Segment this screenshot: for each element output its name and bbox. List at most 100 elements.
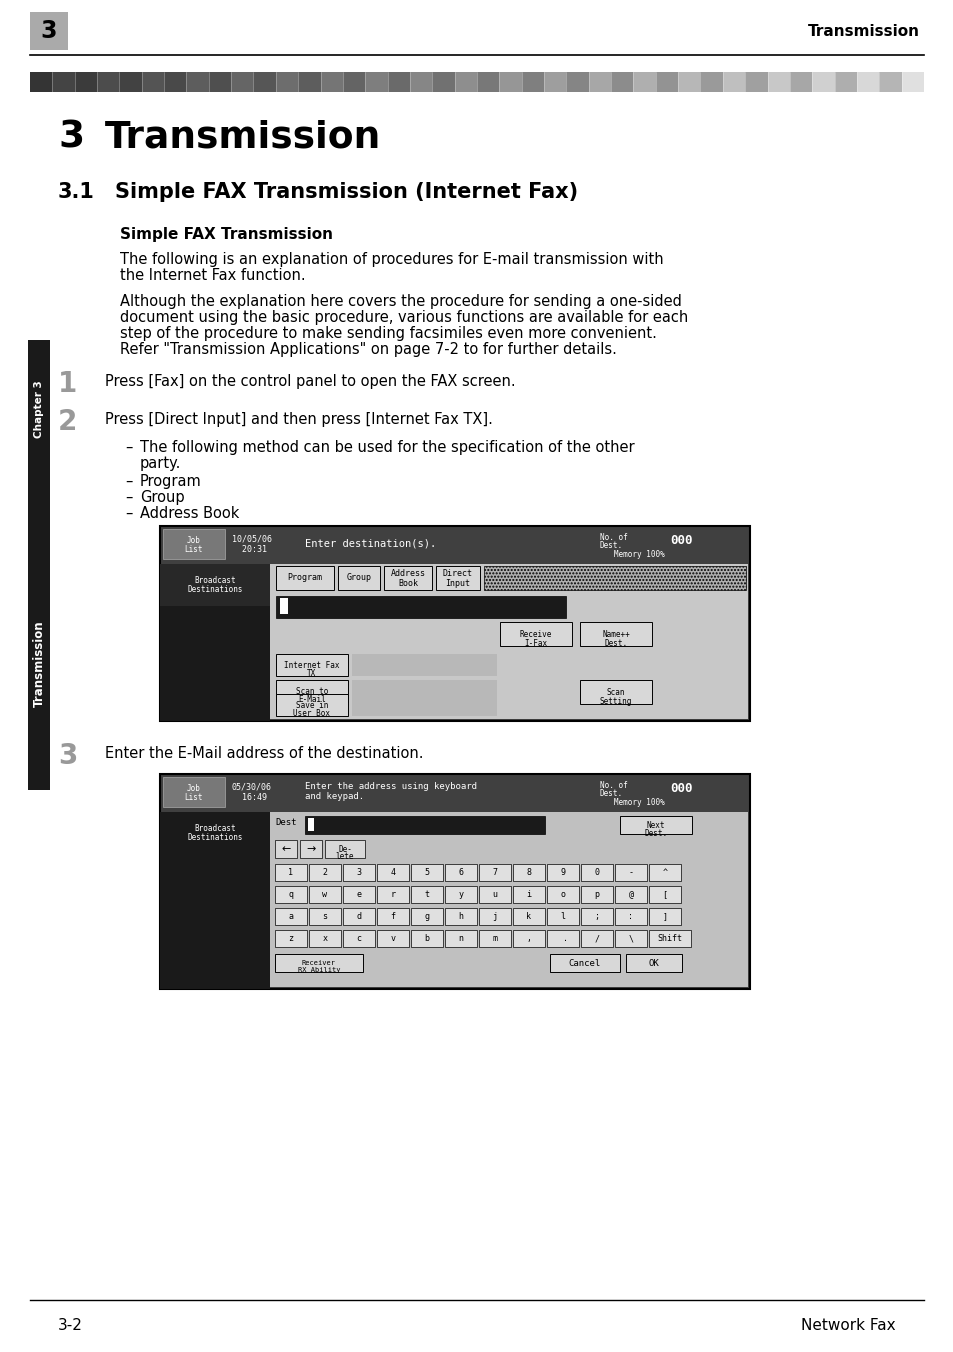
Text: 1: 1: [288, 868, 294, 877]
Bar: [789, 72, 811, 92]
Text: /: /: [594, 934, 598, 942]
Bar: [343, 864, 375, 882]
Bar: [478, 886, 511, 903]
Text: TX: TX: [307, 669, 316, 677]
Text: RX Ability: RX Ability: [297, 967, 340, 973]
Text: 9: 9: [560, 868, 565, 877]
Text: 4: 4: [390, 868, 395, 877]
Bar: [633, 72, 655, 92]
Bar: [274, 955, 363, 972]
Text: Program: Program: [140, 475, 201, 489]
Text: document using the basic procedure, various functions are available for each: document using the basic procedure, vari…: [120, 310, 687, 324]
Bar: [325, 840, 365, 859]
Text: ,: ,: [526, 934, 531, 942]
Text: [: [: [661, 890, 667, 899]
Bar: [387, 72, 410, 92]
Text: No. of: No. of: [599, 781, 627, 790]
Bar: [309, 864, 340, 882]
Text: m: m: [492, 934, 497, 942]
Text: Memory 100%: Memory 100%: [599, 798, 664, 807]
Text: k: k: [526, 913, 531, 921]
Text: Chapter 3: Chapter 3: [34, 380, 44, 438]
Text: lete: lete: [335, 852, 354, 861]
Text: ^: ^: [661, 868, 667, 877]
Bar: [274, 840, 296, 859]
Bar: [856, 72, 879, 92]
Text: Enter destination(s).: Enter destination(s).: [305, 538, 436, 548]
Text: Cancel: Cancel: [568, 959, 600, 968]
Text: ←: ←: [281, 844, 291, 854]
Bar: [580, 930, 613, 946]
Text: Dest.: Dest.: [599, 790, 622, 798]
Bar: [343, 886, 375, 903]
Text: Scan to: Scan to: [295, 687, 328, 696]
Bar: [483, 566, 745, 589]
Bar: [543, 72, 566, 92]
Bar: [275, 694, 348, 717]
Bar: [274, 930, 307, 946]
Text: b: b: [424, 934, 429, 942]
Bar: [478, 930, 511, 946]
Text: 20:31: 20:31: [232, 545, 267, 554]
Bar: [444, 909, 476, 925]
Bar: [97, 72, 119, 92]
Bar: [521, 72, 543, 92]
Text: User Box: User Box: [294, 708, 330, 718]
Text: Book: Book: [397, 579, 417, 588]
Text: Dest.: Dest.: [644, 829, 667, 838]
Text: –: –: [125, 475, 132, 489]
Text: Direct: Direct: [442, 568, 473, 577]
Text: -: -: [628, 868, 633, 877]
Bar: [275, 596, 565, 618]
Text: f: f: [390, 913, 395, 921]
Bar: [478, 909, 511, 925]
Text: h: h: [458, 913, 463, 921]
Text: Dest.: Dest.: [599, 541, 622, 550]
Bar: [648, 864, 680, 882]
Text: .: .: [558, 934, 567, 942]
Text: 0: 0: [594, 868, 598, 877]
Bar: [160, 606, 270, 721]
Text: 2: 2: [322, 868, 327, 877]
Bar: [513, 909, 544, 925]
Bar: [411, 930, 442, 946]
Bar: [411, 886, 442, 903]
Bar: [566, 72, 588, 92]
Text: List: List: [185, 794, 203, 802]
Text: Although the explanation here covers the procedure for sending a one-sided: Although the explanation here covers the…: [120, 293, 681, 310]
Text: and keypad.: and keypad.: [305, 792, 364, 800]
Text: Group: Group: [140, 489, 185, 506]
Bar: [444, 886, 476, 903]
Bar: [309, 909, 340, 925]
Bar: [298, 72, 320, 92]
Text: w: w: [322, 890, 327, 899]
Text: e: e: [356, 890, 361, 899]
Text: E-Mail: E-Mail: [297, 695, 326, 704]
Bar: [320, 72, 342, 92]
Bar: [142, 72, 164, 92]
Text: No. of: No. of: [599, 533, 627, 542]
Bar: [579, 680, 651, 704]
Text: step of the procedure to make sending facsimiles even more convenient.: step of the procedure to make sending fa…: [120, 326, 657, 341]
Text: Receive: Receive: [519, 630, 552, 639]
Text: Setting: Setting: [599, 698, 632, 706]
Bar: [186, 72, 209, 92]
Bar: [270, 564, 747, 719]
Bar: [648, 909, 680, 925]
Text: Name++: Name++: [601, 630, 629, 639]
Bar: [376, 909, 409, 925]
Text: q: q: [288, 890, 294, 899]
Text: Network Fax: Network Fax: [801, 1318, 895, 1333]
Text: Transmission: Transmission: [32, 621, 46, 707]
Bar: [352, 694, 497, 717]
Bar: [119, 72, 142, 92]
Text: 6: 6: [458, 868, 463, 877]
Bar: [655, 72, 678, 92]
Bar: [550, 955, 619, 972]
Text: Refer "Transmission Applications" on page 7-2 to for further details.: Refer "Transmission Applications" on pag…: [120, 342, 617, 357]
Bar: [444, 864, 476, 882]
Text: p: p: [594, 890, 598, 899]
Text: 10/05/06: 10/05/06: [232, 535, 272, 544]
Bar: [163, 529, 225, 558]
Text: Destinations: Destinations: [187, 585, 242, 594]
